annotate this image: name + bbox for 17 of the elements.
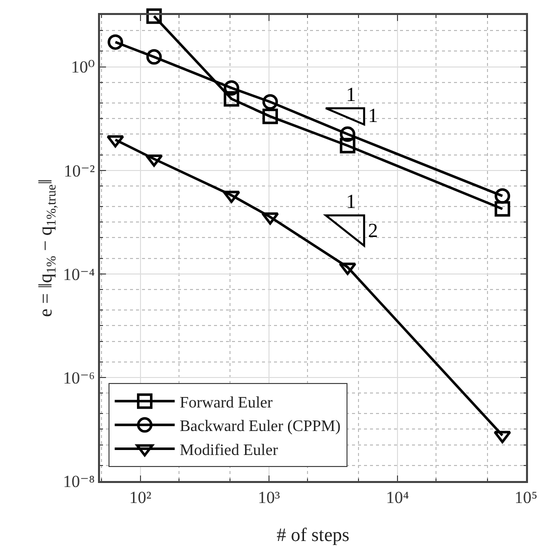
x-tick-label: 10⁵	[514, 488, 538, 508]
x-tick-label: 10⁴	[386, 488, 409, 508]
y-tick-label: 10⁰	[71, 58, 96, 77]
y-tick-label: 10⁻⁶	[62, 368, 95, 388]
annotation: 1	[346, 84, 356, 106]
legend-label: Forward Euler	[180, 394, 274, 412]
annotation: 1	[368, 105, 378, 127]
legend-label: Backward Euler (CPPM)	[180, 418, 341, 436]
legend-label: Modified Euler	[180, 442, 279, 459]
y-tick-label: 10⁻⁸	[62, 472, 95, 491]
y-tick-label: 10⁻⁴	[62, 264, 95, 284]
annotation: 2	[368, 220, 378, 242]
x-tick-label: 10²	[129, 488, 152, 508]
x-axis-title: # of steps	[276, 525, 350, 546]
y-tick-label: 10⁻²	[64, 161, 95, 180]
annotation: 1	[346, 191, 356, 213]
x-tick-label: 10³	[258, 488, 280, 508]
